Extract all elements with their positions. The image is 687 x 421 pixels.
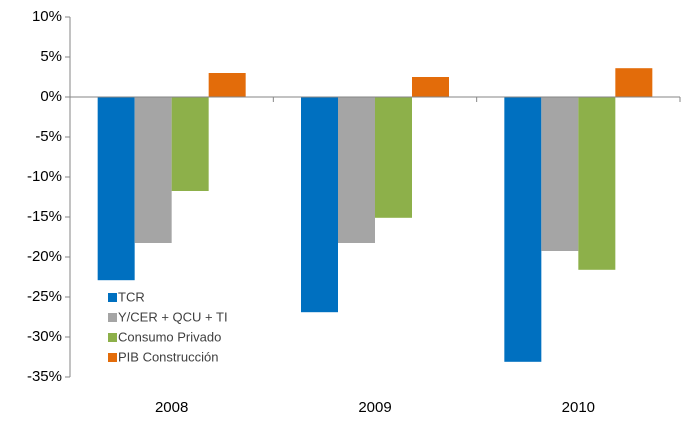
- bar: [171, 97, 209, 191]
- bar: [208, 73, 246, 97]
- legend-swatch: [108, 353, 117, 362]
- y-tick-label: 0%: [40, 88, 62, 105]
- bar: [541, 97, 579, 251]
- legend-label: TCR: [118, 289, 145, 304]
- bar: [301, 97, 338, 313]
- y-tick-label: -20%: [27, 248, 62, 265]
- bar: [504, 97, 542, 362]
- y-tick-label: 5%: [40, 48, 62, 65]
- y-tick-label: -30%: [27, 328, 62, 345]
- legend-swatch: [108, 333, 117, 342]
- x-tick-label: 2008: [155, 399, 188, 416]
- legend-label: Y/CER + QCU + TI: [118, 309, 228, 324]
- x-tick-label: 2009: [358, 399, 391, 416]
- bar: [578, 97, 616, 270]
- bar: [134, 97, 172, 243]
- bar: [615, 68, 653, 97]
- bar: [375, 97, 412, 218]
- x-tick-label: 2010: [562, 399, 595, 416]
- bar: [338, 97, 375, 243]
- y-tick-label: 10%: [32, 8, 62, 25]
- legend-swatch: [108, 313, 117, 322]
- y-tick-label: -10%: [27, 168, 62, 185]
- y-tick-label: -5%: [35, 128, 62, 145]
- legend-label: Consumo Privado: [118, 329, 221, 344]
- bar: [97, 97, 135, 281]
- legend-swatch: [108, 293, 117, 302]
- y-tick-label: -25%: [27, 288, 62, 305]
- y-tick-label: -15%: [27, 208, 62, 225]
- y-tick-label: -35%: [27, 368, 62, 385]
- legend-label: PIB Construcción: [118, 349, 218, 364]
- bar: [412, 77, 449, 97]
